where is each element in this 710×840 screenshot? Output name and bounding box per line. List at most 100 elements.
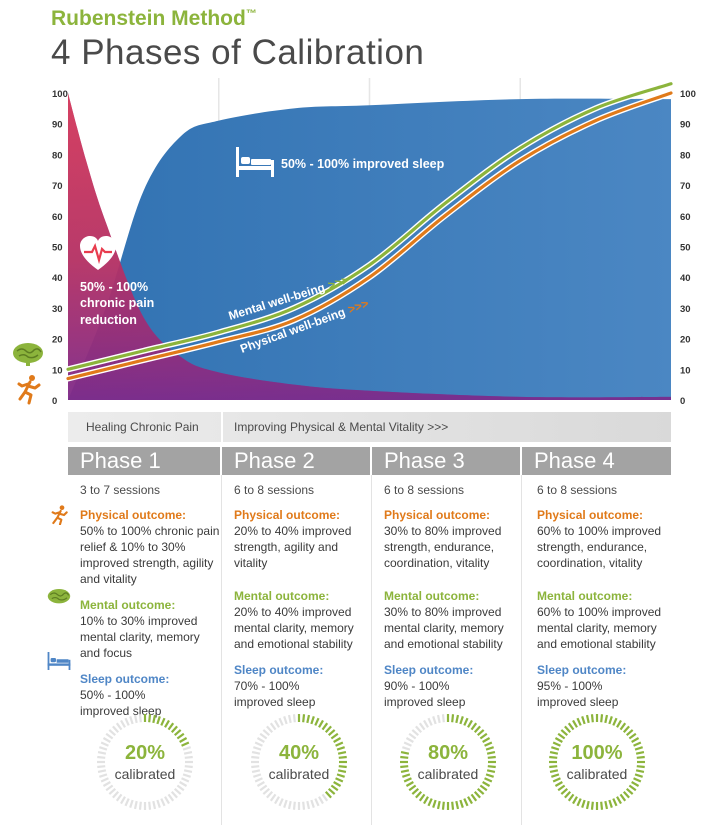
ring-tick-filled [470,722,478,731]
sleep-area [68,98,671,400]
ring-tick-empty [102,737,111,743]
ring-tick-filled [302,714,306,723]
physical-outcome-text: 20% to 40% improved strength, agility an… [234,524,352,570]
ring-tick-filled [554,781,563,787]
ring-tick-filled [551,746,560,751]
ring-tick-filled [600,714,604,723]
ring-tick-filled [557,784,566,792]
ring-tick-empty [415,725,423,734]
y-tick-label-left: 100 [52,89,68,100]
ring-tick-filled [327,729,336,737]
ring-tick-filled [484,777,493,783]
ring-tick-empty [402,746,411,751]
ring-tick-filled [567,722,575,731]
ring-tick-filled [310,716,315,725]
y-tick-label-right: 70 [680,181,691,192]
ring-tick-filled [604,800,609,810]
ring-tick-filled [179,737,188,743]
brand-name: Rubenstein Method [51,7,246,30]
ring-tick-empty [184,755,193,759]
ring-tick-empty [283,716,288,725]
ring-tick-filled [604,714,609,724]
ring-tick-filled [551,773,560,778]
ring-tick-filled [173,729,182,737]
y-tick-label-left: 40 [52,273,63,284]
ring-tick-empty [253,746,262,751]
mental-outcome-text: 30% to 80% improved mental clarity, memo… [384,605,504,651]
sessions-text: 6 to 8 sessions [384,483,465,497]
y-tick-label-right: 60 [680,212,691,223]
ring-tick-empty [436,714,441,724]
ring-tick-empty [176,784,185,792]
ring-tick-filled [327,787,336,795]
ring-tick-filled [400,750,410,755]
sleep-outcome-label: Sleep outcome: [234,663,324,677]
ring-tick-empty [97,769,107,774]
ring-tick-filled [479,784,488,792]
ring-tick-empty [182,773,191,778]
ring-tick-filled [463,717,469,726]
ring-tick-filled [625,787,634,795]
ring-tick-filled [337,750,347,755]
ring-tick-empty [256,781,265,787]
physical-outcome-text: 50% to 100% chronic pain relief & 10% to… [80,524,220,586]
pain-annotation-line-2: chronic pain [80,296,154,310]
calibration-chart: 0 10 20 30 40 50 60 70 80 90 100 0 10 20 30 40 50 60 70 80… [13,78,696,407]
ring-tick-filled [176,732,185,740]
ring-tick-filled [549,755,558,759]
ring-tick-empty [251,755,260,759]
ring-tick-filled [576,717,582,726]
ring-tick-empty [256,737,265,743]
ring-tick-empty [97,765,106,769]
ring-tick-filled [432,799,437,808]
ring-tick-empty [251,769,261,774]
pain-area [68,93,671,400]
brand-title: Rubenstein Method™ [51,7,257,31]
ring-tick-filled [455,714,460,724]
runner-icon [17,375,41,405]
ring-tick-empty [184,765,193,769]
page-title: 4 Phases of Calibration [51,33,425,72]
ring-tick-filled [576,798,582,807]
ring-tick-empty [129,716,134,725]
ring-tick-empty [274,719,280,728]
ring-tick-empty [100,777,109,783]
ring-tick-filled [622,725,630,734]
ring-tick-filled [564,790,572,799]
ring-tick-filled [324,790,332,799]
calibration-label: calibrated [114,766,176,782]
ring-tick-filled [459,716,464,725]
ring-tick-empty [99,746,108,751]
phase-band-bar [68,412,671,442]
ring-tick-filled [564,725,572,734]
ring-tick-filled [616,719,622,728]
ring-tick-filled [408,784,417,792]
ring-tick-empty [183,750,193,755]
sessions-text: 3 to 7 sessions [80,483,161,497]
ring-tick-filled [400,769,410,774]
brain-icon [47,589,71,604]
y-tick-label-right: 90 [680,120,691,131]
sleep-outcome-label: Sleep outcome: [384,663,474,677]
ring-tick-filled [487,755,496,759]
ring-tick-empty [173,787,182,795]
calibration-label: calibrated [417,766,479,782]
ring-tick-empty [278,798,284,807]
ring-tick-filled [612,798,618,807]
ring-tick-filled [633,741,642,747]
calibration-percent: 100% [571,742,623,764]
ring-tick-filled [619,722,627,731]
ring-tick-empty [102,781,111,787]
ring-tick-empty [179,781,188,787]
ring-tick-empty [251,750,261,755]
ring-tick-empty [269,722,277,731]
ring-tick-empty [124,798,130,807]
sleep-outcome-text: 90% - 100% improved sleep [384,679,466,709]
ring-tick-filled [572,796,578,805]
phase-2-header: Phase 2 [222,447,370,475]
ring-tick-filled [554,737,563,743]
ring-tick-empty [115,793,123,802]
ring-tick-empty [432,716,437,725]
ring-tick-empty [253,773,262,778]
ring-tick-filled [485,773,494,778]
